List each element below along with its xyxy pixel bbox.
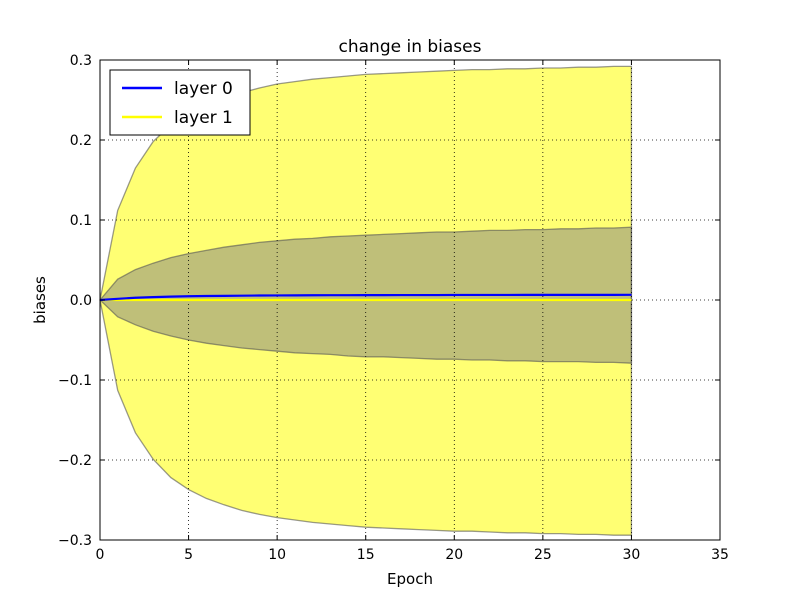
legend-label: layer 0 bbox=[174, 79, 233, 99]
y-tick-label: −0.3 bbox=[58, 533, 92, 549]
y-tick-label: 0.3 bbox=[70, 53, 92, 69]
x-tick-label: 25 bbox=[534, 547, 552, 563]
series-lines bbox=[99, 293, 632, 302]
x-tick-label: 0 bbox=[96, 547, 105, 563]
legend-label: layer 1 bbox=[174, 108, 233, 128]
series-line-layer-0 bbox=[99, 293, 632, 302]
x-tick-label: 35 bbox=[711, 547, 729, 563]
x-tick-label: 10 bbox=[268, 547, 286, 563]
y-tick-label: 0.2 bbox=[70, 133, 92, 149]
y-tick-label: 0.0 bbox=[70, 293, 92, 309]
x-axis-title: Epoch bbox=[387, 570, 433, 588]
x-tick-label: 20 bbox=[445, 547, 463, 563]
axis-ticks: 0 5 10 15 20 25 30 35 −0.3 −0.2 −0.1 0.0 0.1 0.2 0.3 bbox=[58, 53, 729, 563]
y-tick-label: −0.1 bbox=[58, 373, 92, 389]
x-tick-label: 15 bbox=[357, 547, 375, 563]
y-tick-label: 0.1 bbox=[70, 213, 92, 229]
legend: layer 0 layer 1 bbox=[109, 69, 251, 136]
legend-box bbox=[109, 69, 251, 136]
x-tick-label: 30 bbox=[623, 547, 641, 563]
y-tick-label: −0.2 bbox=[58, 453, 92, 469]
y-axis-title: biases bbox=[31, 276, 49, 324]
chart-title: change in biases bbox=[339, 37, 482, 57]
x-tick-label: 5 bbox=[184, 547, 193, 563]
